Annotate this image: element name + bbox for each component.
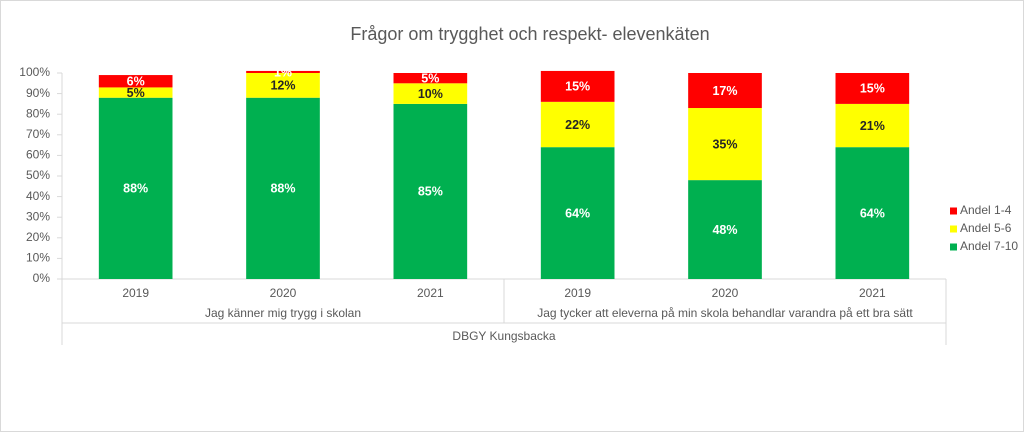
- legend-label: Andel 1-4: [960, 203, 1012, 217]
- bar-segment: [98, 75, 173, 88]
- y-tick-label: 60%: [26, 148, 50, 162]
- bar-segment: [98, 97, 173, 279]
- y-tick-label: 0%: [33, 271, 51, 285]
- data-label: 85%: [418, 185, 443, 199]
- data-label: 64%: [565, 206, 590, 220]
- data-label: 12%: [270, 79, 295, 93]
- data-label: 88%: [123, 182, 148, 196]
- y-tick-label: 40%: [26, 189, 50, 203]
- bar-segment: [688, 73, 762, 109]
- x-tick-label: 2020: [270, 286, 297, 300]
- data-label: 15%: [860, 82, 885, 96]
- legend-swatch: [950, 243, 957, 251]
- y-tick-label: 50%: [26, 168, 50, 182]
- data-label: 64%: [860, 206, 885, 220]
- group-label: Jag tycker att eleverna på min skola beh…: [537, 306, 913, 320]
- data-label: 10%: [418, 87, 443, 101]
- data-label: 5%: [127, 86, 145, 100]
- bar-segment: [540, 101, 615, 148]
- y-tick-label: 30%: [26, 209, 50, 223]
- x-tick-label: 2020: [712, 286, 739, 300]
- bar-segment: [835, 147, 910, 279]
- y-tick-label: 20%: [26, 230, 50, 244]
- data-label: 21%: [860, 119, 885, 133]
- x-tick-label: 2021: [417, 286, 444, 300]
- x-tick-label: 2019: [122, 286, 149, 300]
- legend-swatch: [950, 225, 957, 233]
- y-tick-label: 80%: [26, 106, 50, 120]
- y-tick-label: 100%: [19, 65, 50, 79]
- data-label: 15%: [565, 80, 590, 94]
- bar-segment: [393, 83, 468, 104]
- data-label: 35%: [712, 137, 737, 151]
- super-group-label: DBGY Kungsbacka: [452, 329, 555, 343]
- bar-segment: [98, 87, 173, 98]
- y-tick-label: 90%: [26, 86, 50, 100]
- legend-label: Andel 7-10: [960, 239, 1018, 253]
- chart-title: Frågor om trygghet och respekt- elevenkä…: [350, 24, 709, 44]
- bar-segment: [393, 73, 468, 84]
- bar-segment: [688, 108, 762, 181]
- bar-segment: [246, 73, 320, 98]
- bar-segment: [246, 70, 320, 73]
- group-label: Jag känner mig trygg i skolan: [205, 306, 361, 320]
- bar-segment: [688, 180, 762, 279]
- y-tick-label: 70%: [26, 127, 50, 141]
- data-label: 5%: [421, 71, 439, 85]
- data-label: 6%: [127, 75, 145, 89]
- x-tick-label: 2019: [564, 286, 591, 300]
- bar-segment: [246, 97, 320, 279]
- y-tick-label: 10%: [26, 251, 50, 265]
- data-label: 88%: [270, 182, 295, 196]
- data-label: 17%: [712, 84, 737, 98]
- bar-segment: [835, 73, 910, 104]
- bar-segment: [540, 147, 615, 279]
- data-label: 48%: [712, 223, 737, 237]
- data-label: 1%: [274, 65, 292, 79]
- x-tick-label: 2021: [859, 286, 886, 300]
- bar-segment: [393, 103, 468, 280]
- legend-swatch: [950, 207, 957, 215]
- bar-segment: [835, 103, 910, 148]
- legend-label: Andel 5-6: [960, 221, 1012, 235]
- bar-segment: [540, 70, 615, 102]
- data-label: 22%: [565, 118, 590, 132]
